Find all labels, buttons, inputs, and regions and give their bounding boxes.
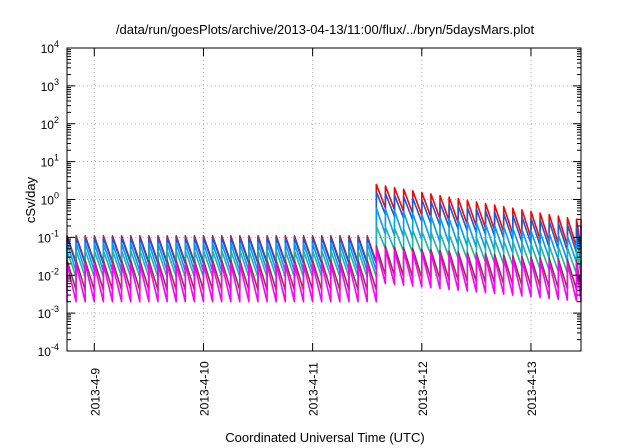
y-tick-exponent: 1 (54, 153, 59, 163)
y-tick-base: 10 (41, 42, 55, 56)
y-tick-label: 10-3 (38, 304, 59, 321)
y-tick-base: 10 (38, 307, 52, 321)
y-tick-base: 10 (41, 80, 55, 94)
y-tick-base: 10 (38, 231, 52, 245)
y-tick-label: 104 (41, 39, 59, 56)
y-tick-exponent: -2 (51, 266, 59, 276)
y-tick-label: 101 (41, 153, 59, 170)
y-axis-label: cSv/day (23, 176, 38, 223)
y-tick-label: 103 (41, 77, 59, 94)
series-group (66, 183, 582, 303)
y-tick-exponent: 0 (54, 191, 59, 201)
y-tick-label: 100 (41, 191, 59, 208)
x-tick-label: 2013-4-12 (416, 361, 430, 416)
series-line (66, 248, 582, 303)
y-tick-exponent: -3 (51, 304, 59, 314)
y-tick-label: 10-1 (38, 228, 59, 245)
y-tick-label: 10-2 (38, 266, 59, 283)
y-tick-base: 10 (41, 118, 55, 132)
x-tick-label: 2013-4-10 (197, 361, 211, 416)
x-tick-label: 2013-4-11 (307, 362, 321, 416)
y-tick-exponent: -1 (51, 228, 59, 238)
y-tick-exponent: -4 (51, 342, 59, 352)
x-tick-label: 2013-4-9 (88, 368, 102, 416)
grid (67, 48, 581, 351)
x-tick-label: 2013-4-13 (525, 361, 539, 416)
y-tick-base: 10 (38, 269, 52, 283)
y-tick-exponent: 2 (54, 115, 59, 125)
y-tick-base: 10 (38, 345, 52, 359)
y-tick-base: 10 (41, 194, 55, 208)
x-axis-label: Coordinated Universal Time (UTC) (225, 430, 424, 445)
y-tick-exponent: 4 (54, 39, 59, 49)
y-tick-label: 102 (41, 115, 59, 132)
y-tick-label: 10-4 (38, 342, 59, 359)
x-axis: 2013-4-9 2013-4-10 2013-4-11 2013-4-12 2013-… (88, 48, 539, 416)
y-tick-exponent: 3 (54, 77, 59, 87)
chart-title: /data/run/goesPlots/archive/2013-04-13/1… (116, 22, 535, 37)
y-tick-base: 10 (41, 156, 55, 170)
